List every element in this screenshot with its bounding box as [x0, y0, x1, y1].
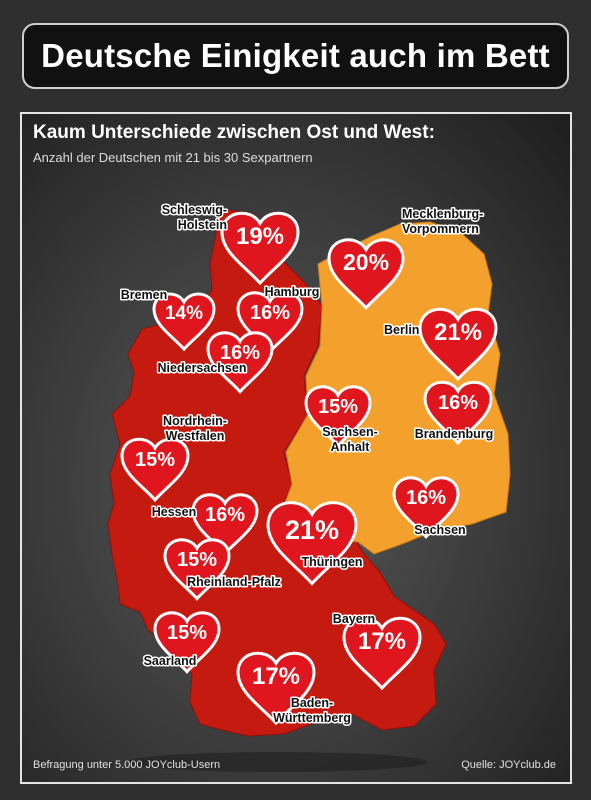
heart-marker: [418, 307, 498, 382]
state-value: 16%: [220, 342, 260, 364]
state-label: Schleswig-Holstein: [162, 203, 227, 232]
heart-marker: [266, 501, 358, 586]
map-shadow: [127, 752, 427, 772]
state-label-line: Sachsen-: [322, 425, 378, 439]
state-label-line: Baden-: [291, 696, 333, 710]
state-label-line: Niedersachsen: [158, 361, 247, 375]
state-value: 17%: [358, 628, 406, 655]
state-value: 16%: [438, 392, 478, 414]
chart-caption: Anzahl der Deutschen mit 21 bis 30 Sexpa…: [33, 150, 313, 165]
state-heart: 17%: [342, 616, 422, 691]
state-label: Thüringen: [301, 555, 362, 569]
state-label: Bremen: [121, 288, 168, 302]
state-label-line: Hamburg: [265, 285, 320, 299]
heart-marker: [163, 538, 231, 601]
state-label: Sachsen-Anhalt: [322, 425, 378, 454]
state-value: 21%: [434, 319, 482, 346]
state-label: Hamburg: [265, 285, 320, 299]
map-hearts: 19% Schleswig-Holstein 20% Mecklenburg-Vorp…: [119, 202, 498, 727]
state-label: Nordrhein-Westfalen: [163, 414, 227, 443]
state-value: 17%: [252, 663, 300, 690]
heart-marker: [220, 211, 300, 286]
state-label: Hessen: [152, 505, 196, 519]
state-label-line: Hessen: [152, 505, 196, 519]
state-heart: 21%: [418, 307, 498, 382]
chart-subtitle: Kaum Unterschiede zwischen Ost und West:: [33, 122, 435, 143]
state-heart: 15%: [163, 538, 231, 601]
heart-marker: [304, 385, 372, 448]
state-heart: 15%: [304, 385, 372, 448]
survey-note: Befragung unter 5.000 JOYclub-Usern: [33, 759, 221, 771]
state-label: Bayern: [333, 612, 375, 626]
state-label-line: Bremen: [121, 288, 168, 302]
state-label: Berlin: [384, 323, 419, 337]
state-label-line: Saarland: [144, 654, 197, 668]
state-label-line: Berlin: [384, 323, 419, 337]
heart-marker: [392, 476, 460, 539]
state-value: 15%: [177, 549, 217, 571]
state-heart: 16%: [392, 476, 460, 539]
east-region-shape: [279, 221, 511, 555]
state-label-line: Vorpommern: [402, 222, 479, 236]
state-label-line: Thüringen: [301, 555, 362, 569]
state-value: 14%: [165, 303, 203, 324]
page-title: Deutsche Einigkeit auch im Bett: [41, 37, 550, 74]
state-label-line: Württemberg: [273, 711, 351, 725]
state-label-line: Schleswig-: [162, 203, 227, 217]
heart-marker: [327, 238, 405, 311]
heart-marker: [152, 292, 216, 352]
heart-marker: [120, 437, 190, 503]
heart-marker: [153, 611, 221, 674]
state-label-line: Brandenburg: [415, 427, 493, 441]
state-label-line: Mecklenburg-: [402, 207, 483, 221]
state-label-line: Sachsen: [414, 523, 465, 537]
state-heart: 21%: [266, 501, 358, 586]
germany-map: 19% Schleswig-Holstein 20% Mecklenburg-Vorp…: [107, 202, 511, 772]
state-label: Niedersachsen: [158, 361, 247, 375]
state-label-line: Holstein: [178, 218, 227, 232]
state-heart: 20%: [327, 238, 405, 311]
source-note: Quelle: JOYclub.de: [461, 759, 556, 771]
state-label-line: Westfalen: [166, 429, 225, 443]
state-label-line: Bayern: [333, 612, 375, 626]
state-heart: 17%: [236, 651, 316, 726]
state-heart: 16%: [236, 291, 304, 354]
state-heart: 16%: [206, 331, 274, 394]
state-label: Baden-Württemberg: [273, 696, 351, 725]
state-heart: 16%: [191, 493, 259, 556]
state-heart: 19%: [220, 211, 300, 286]
state-value: 20%: [343, 249, 389, 275]
state-value: 16%: [406, 487, 446, 509]
state-label: Saarland: [144, 654, 197, 668]
map-panel: 19% Schleswig-Holstein 20% Mecklenburg-Vorp…: [20, 112, 572, 784]
state-value: 21%: [285, 515, 339, 545]
title-bar: Deutsche Einigkeit auch im Bett: [22, 23, 569, 89]
heart-marker: [206, 331, 274, 394]
state-value: 15%: [318, 396, 358, 418]
state-label-line: Nordrhein-: [163, 414, 227, 428]
state-value: 15%: [167, 622, 207, 644]
state-heart: 14%: [152, 292, 216, 352]
state-label: Rheinland-Pfalz: [187, 575, 281, 589]
heart-marker: [342, 616, 422, 691]
state-label: Mecklenburg-Vorpommern: [402, 207, 483, 236]
state-value: 16%: [250, 302, 290, 324]
state-label: Sachsen: [414, 523, 465, 537]
heart-marker: [423, 380, 493, 446]
state-value: 15%: [135, 449, 175, 471]
state-value: 16%: [205, 504, 245, 526]
state-label: Brandenburg: [415, 427, 493, 441]
heart-marker: [236, 651, 316, 726]
state-label-line: Rheinland-Pfalz: [187, 575, 281, 589]
state-heart: 15%: [153, 611, 221, 674]
state-heart: 15%: [120, 437, 190, 503]
state-value: 19%: [236, 223, 284, 250]
state-heart: 16%: [423, 380, 493, 446]
state-label-line: Anhalt: [331, 440, 371, 454]
